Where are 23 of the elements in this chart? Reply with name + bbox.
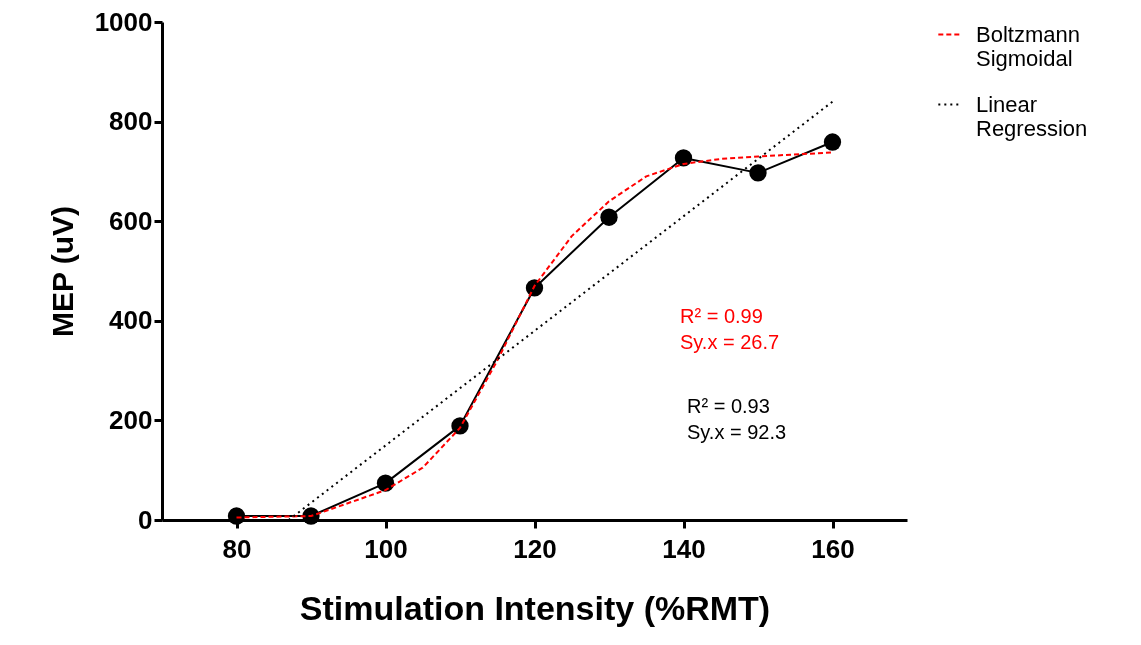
x-tick-label: 140 — [662, 533, 706, 564]
x-tick-label: 160 — [811, 533, 855, 564]
x-tick-label: 80 — [222, 533, 252, 564]
annotation: R² = 0.99 Sy.x = 26.7 — [680, 305, 780, 353]
x-axis-title: Stimulation Intensity (%RMT) — [299, 588, 771, 627]
point — [749, 164, 767, 182]
y-tick-label: 400 — [109, 305, 153, 336]
legend-label: Boltzmann Sigmoidal — [976, 21, 1080, 71]
annotation: R² = 0.93 Sy.x = 92.3 — [687, 395, 787, 443]
y-tick-label: 600 — [109, 205, 153, 236]
point — [674, 149, 693, 167]
point — [823, 133, 842, 151]
point — [227, 507, 246, 525]
y-tick-label: 1000 — [94, 6, 153, 37]
x-tick-label: 120 — [513, 533, 557, 564]
y-tick-label: 0 — [138, 504, 153, 535]
y-axis-title: MEP (uV) — [45, 205, 79, 338]
point — [600, 208, 618, 226]
y-tick-label: 800 — [109, 106, 153, 137]
point — [376, 474, 395, 492]
x-tick-label: 100 — [364, 533, 408, 564]
y-tick-label: 200 — [109, 404, 153, 435]
legend-label: Linear Regression — [976, 91, 1088, 141]
